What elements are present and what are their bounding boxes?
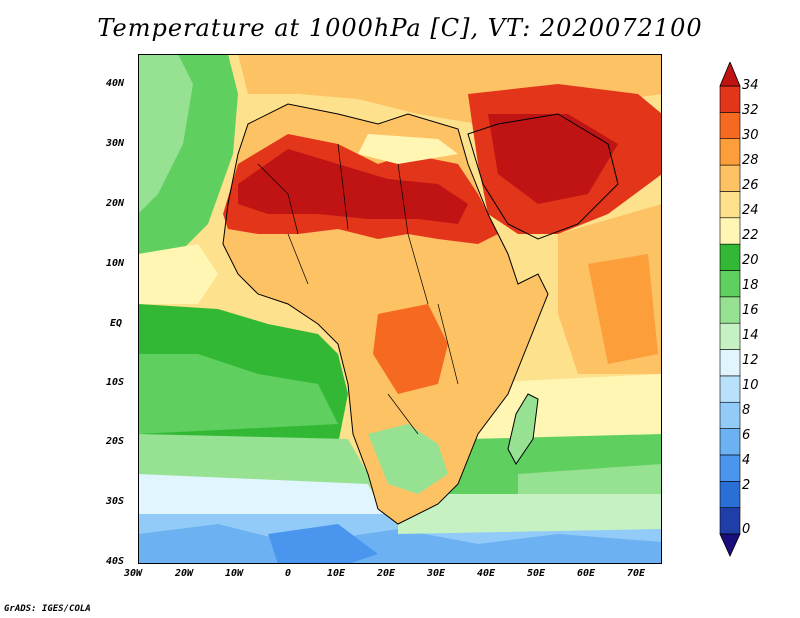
colorbar-label: 4 (742, 453, 751, 468)
colorbar-label: 22 (742, 228, 759, 243)
lon-label: 20E (377, 568, 396, 579)
lat-label: 10N (106, 258, 125, 269)
arabian-sea-warm (588, 254, 658, 364)
lon-label: 60E (577, 568, 596, 579)
colorbar-cell (719, 507, 741, 535)
colorbar-cell (719, 112, 741, 140)
map-title: Temperature at 1000hPa [C], VT: 20200721… (97, 14, 703, 42)
indian-ocean-pale (398, 494, 662, 534)
colorbar-label: 24 (742, 203, 759, 218)
atlantic-north-lightgreen (138, 54, 193, 214)
lon-label: 50E (527, 568, 546, 579)
colorbar-cell (719, 191, 741, 219)
atlantic-tropics-yellow (138, 244, 218, 304)
colorbar-cell (719, 296, 741, 324)
southern-ocean-blue2 (138, 524, 662, 564)
colorbar-label: 32 (742, 103, 759, 118)
lat-label: 40N (106, 78, 125, 89)
colorbar-label: 0 (742, 522, 751, 537)
colorbar-cell (719, 480, 741, 508)
lat-label: 40S (106, 556, 125, 567)
lat-label: 30N (106, 138, 125, 149)
colorbar-label: 10 (742, 378, 759, 393)
colorbar-cell (719, 349, 741, 377)
south-atlantic-pale (138, 474, 388, 524)
credit-text: GrADS: IGES/COLA (4, 604, 91, 614)
colorbar-cell (719, 270, 741, 298)
colorbar-label: 14 (742, 328, 759, 343)
country-borders (257, 143, 459, 435)
map-frame (138, 54, 662, 564)
lat-label: 10S (106, 377, 125, 388)
colorbar-cell (719, 85, 741, 113)
lat-label: EQ (110, 318, 123, 329)
lon-label: 30E (427, 568, 446, 579)
colorbar-cell (719, 401, 741, 429)
central-africa-warm (373, 304, 448, 394)
colorbar (719, 62, 741, 557)
lon-label: 70E (627, 568, 646, 579)
colorbar-cell (719, 217, 741, 245)
madagascar (507, 393, 539, 465)
colorbar-label: 12 (742, 353, 759, 368)
colorbar-top-arrow (719, 62, 741, 87)
colorbar-label: 28 (742, 153, 759, 168)
colorbar-label: 34 (742, 78, 759, 93)
lat-label: 20N (106, 198, 125, 209)
colorbar-label: 16 (742, 303, 759, 318)
colorbar-cell (719, 243, 741, 271)
arabia-outline (467, 113, 619, 240)
arabia-hottest (488, 114, 618, 204)
lon-label: 10W (225, 568, 244, 579)
colorbar-cell (719, 454, 741, 482)
colorbar-cell (719, 138, 741, 166)
south-atlantic-green2 (138, 354, 338, 434)
colorbar-cell (719, 164, 741, 192)
lat-label: 30S (106, 496, 125, 507)
lon-label: 30W (124, 568, 143, 579)
lon-label: 10E (327, 568, 346, 579)
libyan-coast-yellow (358, 134, 458, 164)
colorbar-label: 30 (742, 128, 759, 143)
colorbar-label: 2 (742, 478, 751, 493)
colorbar-bottom-arrow (719, 533, 741, 557)
lon-label: 40E (477, 568, 496, 579)
colorbar-cell (719, 322, 741, 350)
lon-label: 0 (285, 568, 292, 579)
colorbar-cell (719, 375, 741, 403)
colorbar-cell (719, 428, 741, 456)
africa-coastline (222, 103, 549, 525)
colorbar-label: 6 (742, 428, 751, 443)
colorbar-label: 20 (742, 253, 759, 268)
lon-label: 20W (175, 568, 194, 579)
colorbar-label: 18 (742, 278, 759, 293)
lat-label: 20S (106, 436, 125, 447)
sahara-hottest (238, 149, 468, 224)
southern-africa-cool (368, 424, 448, 494)
colorbar-label: 8 (742, 403, 751, 418)
map-canvas (138, 54, 662, 564)
colorbar-cells (719, 85, 741, 535)
colorbar-label: 26 (742, 178, 759, 193)
temperature-map (138, 54, 662, 564)
southern-ocean-blue3 (268, 524, 378, 564)
